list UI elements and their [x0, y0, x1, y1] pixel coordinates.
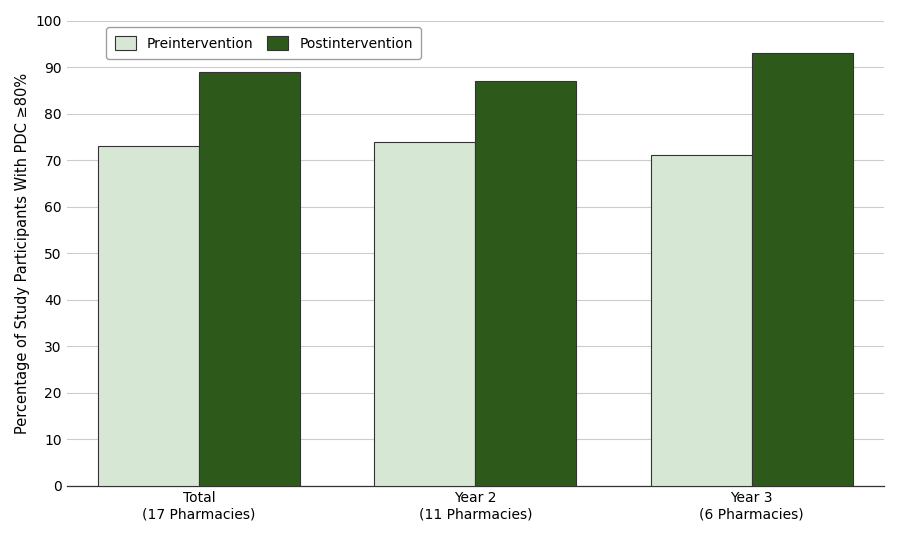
Y-axis label: Percentage of Study Participants With PDC ≥80%: Percentage of Study Participants With PD…	[15, 73, 30, 434]
Bar	[98, 146, 199, 486]
Bar	[476, 81, 576, 486]
Bar	[375, 142, 476, 486]
Bar	[752, 53, 853, 486]
Bar	[199, 72, 300, 486]
Bar	[651, 155, 752, 486]
Legend: Preintervention, Postintervention: Preintervention, Postintervention	[106, 27, 421, 59]
